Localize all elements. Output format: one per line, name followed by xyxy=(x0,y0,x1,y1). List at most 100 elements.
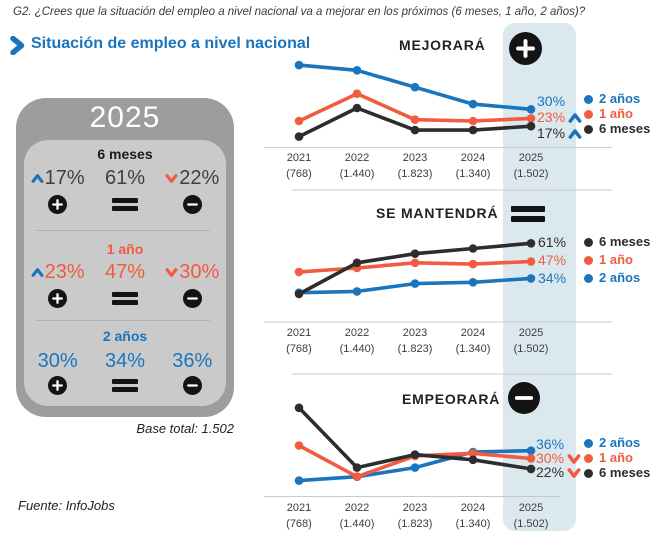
value-label-text: 17% xyxy=(537,125,566,141)
legend-dot xyxy=(584,94,593,104)
chart-title-se-mantendra: SE MANTENDRÁ xyxy=(376,205,499,221)
point-se-mantendra-6-meses-2021 xyxy=(294,289,304,299)
summary-year: 2025 xyxy=(89,101,161,134)
x-label-base-empeorara-2025: (1.502) xyxy=(513,518,549,530)
value-label-text: 23% xyxy=(537,109,566,125)
x-label-year-se-mantendra-2024: 2024 xyxy=(460,327,486,339)
legend-se-mantendra-6-meses: 6 meses xyxy=(584,235,650,249)
point-mejorara-6-meses-2022 xyxy=(352,103,362,113)
summary-divider xyxy=(36,230,210,231)
plus-circle-icon xyxy=(48,376,68,395)
x-label-base-se-mantendra-2021: (768) xyxy=(286,343,312,355)
summary-icon-cell xyxy=(91,289,158,308)
line-empeorara-1-ano xyxy=(297,443,533,479)
x-label-base-mejorara-2021: (768) xyxy=(286,168,312,180)
point-empeorara-1-ano-2024 xyxy=(468,449,478,458)
point-empeorara-6-meses-2021 xyxy=(294,403,304,413)
value-label-2025-mejorara-1: 23% xyxy=(537,110,582,125)
point-se-mantendra-1-ano-2021 xyxy=(294,267,304,277)
summary-values-2-anos: 30% 34% 36% xyxy=(24,350,226,372)
point-se-mantendra-2-anos-2024 xyxy=(468,278,478,287)
survey-question: G2. ¿Crees que la situación del empleo a… xyxy=(13,6,586,18)
legend-mejorara-6-meses: 6 meses xyxy=(584,122,650,136)
x-label-year-mejorara-2022: 2022 xyxy=(344,152,370,164)
legend-label: 1 año xyxy=(599,106,633,121)
minus-circle-icon xyxy=(182,195,202,214)
point-mejorara-2-anos-2022 xyxy=(352,66,362,75)
title-chevron-icon xyxy=(10,35,26,56)
x-label-year-mejorara-2024: 2024 xyxy=(460,152,486,164)
summary-value-cell: 23% xyxy=(24,261,91,283)
x-label-year-se-mantendra-2022: 2022 xyxy=(344,327,370,339)
legend-se-mantendra-1-ano: 1 año xyxy=(584,253,633,267)
point-empeorara-2-anos-2022 xyxy=(352,472,362,482)
point-se-mantendra-6-meses-2023 xyxy=(410,249,420,258)
summary-icon-cell xyxy=(159,376,226,395)
summary-section-label-2-anos: 2 años xyxy=(102,328,148,344)
chevron-up-icon xyxy=(568,128,582,139)
legend-label: 2 años xyxy=(599,435,641,450)
chevron-down-icon xyxy=(165,173,178,183)
point-se-mantendra-6-meses-2022 xyxy=(352,258,362,268)
summary-value-cell: 34% xyxy=(91,350,158,372)
x-label-year-se-mantendra-2021: 2021 xyxy=(286,327,312,339)
summary-icons-2-anos xyxy=(24,376,226,395)
minus-circle-icon xyxy=(182,289,202,308)
summary-value: 36% xyxy=(172,350,213,372)
minus-circle-icon xyxy=(182,376,202,395)
plus-circle-icon xyxy=(509,32,542,65)
value-label-2025-se-mantendra-0: 61% xyxy=(538,235,566,250)
minus-circle-icon xyxy=(508,382,540,414)
summary-value-cell: 30% xyxy=(24,350,91,372)
legend-dot xyxy=(584,124,593,134)
chart-header-minus-circle xyxy=(508,382,540,419)
point-empeorara-1-ano-2022 xyxy=(352,472,362,482)
x-label-base-se-mantendra-2024: (1.340) xyxy=(455,343,491,355)
summary-values-1-ano: 23% 47% 30% xyxy=(24,261,226,283)
summary-value: 61% xyxy=(104,167,145,189)
legend-dot xyxy=(584,237,593,247)
summary-value: 22% xyxy=(179,167,220,189)
summary-value: 30% xyxy=(179,261,220,283)
x-label-year-empeorara-2022: 2022 xyxy=(344,502,370,514)
point-empeorara-1-ano-2023 xyxy=(410,451,420,461)
summary-value-cell: 22% xyxy=(159,167,226,189)
x-label-base-mejorara-2022: (1.440) xyxy=(339,168,375,180)
legend-label: 6 meses xyxy=(599,465,651,480)
value-label-2025-empeorara-2: 22% xyxy=(536,465,581,480)
value-label-2025-empeorara-0: 36% xyxy=(536,437,564,452)
summary-values-6-meses: 17% 61% 22% xyxy=(24,167,226,189)
legend-empeorara-6-meses: 6 meses xyxy=(584,466,650,480)
value-label-2025-mejorara-2: 17% xyxy=(537,126,582,141)
summary-value: 34% xyxy=(104,350,145,372)
chevron-down-icon xyxy=(567,453,581,464)
x-label-base-mejorara-2023: (1.823) xyxy=(397,168,433,180)
value-label-text: 30% xyxy=(536,450,565,466)
summary-divider xyxy=(36,320,210,321)
summary-section-label-6-meses: 6 meses xyxy=(97,146,153,162)
point-se-mantendra-2-anos-2023 xyxy=(410,279,420,288)
legend-label: 2 años xyxy=(599,270,641,285)
point-se-mantendra-1-ano-2024 xyxy=(468,259,478,269)
chart-title-empeorara: EMPEORARÁ xyxy=(402,391,501,407)
value-label-text: 30% xyxy=(537,93,566,109)
point-mejorara-2-anos-2024 xyxy=(468,99,478,109)
value-label-2025-empeorara-1: 30% xyxy=(536,451,581,466)
value-label-text: 36% xyxy=(536,436,565,452)
line-mejorara-6-meses xyxy=(297,106,533,139)
page-title: Situación de empleo a nivel nacional xyxy=(31,35,311,52)
summary-value: 30% xyxy=(37,350,78,372)
point-se-mantendra-1-ano-2022 xyxy=(352,263,362,273)
point-se-mantendra-6-meses-2024 xyxy=(468,244,478,253)
x-label-year-mejorara-2025: 2025 xyxy=(518,152,544,164)
point-empeorara-6-meses-2024 xyxy=(468,455,478,465)
summary-icon-cell xyxy=(159,289,226,308)
legend-dot xyxy=(584,438,593,448)
summary-inner-box: 6 meses 17% 61% 22% 1 año 23% 47% 30% 2 añ… xyxy=(24,140,226,406)
equals-icon xyxy=(111,198,138,211)
point-empeorara-2-anos-2021 xyxy=(294,476,304,485)
summary-icon-cell xyxy=(91,195,158,214)
value-label-2025-mejorara-0: 30% xyxy=(537,94,565,109)
line-mejorara-2-anos xyxy=(297,63,533,112)
value-label-text: 61% xyxy=(538,234,567,250)
